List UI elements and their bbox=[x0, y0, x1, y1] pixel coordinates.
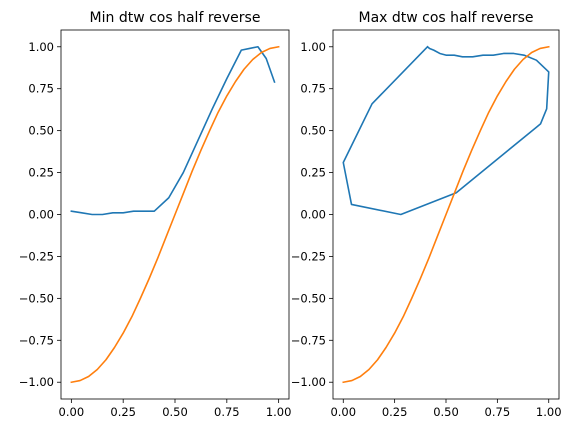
y-tick-label: 0.50 bbox=[28, 124, 54, 138]
y-tick-label: −0.50 bbox=[19, 291, 54, 305]
y-tick-label: 0.25 bbox=[28, 166, 54, 180]
y-tick-label: 0.75 bbox=[300, 82, 326, 96]
series-line-1 bbox=[70, 45, 276, 216]
x-tick-label: 1.00 bbox=[536, 405, 562, 419]
series-line-2 bbox=[342, 45, 550, 384]
y-tick-label: 1.00 bbox=[300, 40, 326, 54]
y-tick-label: 0.50 bbox=[300, 124, 326, 138]
y-tick-label: 0.00 bbox=[28, 208, 54, 222]
x-tick-label: 0.50 bbox=[433, 405, 459, 419]
x-tick-label: 0.50 bbox=[162, 405, 188, 419]
x-tick-label: 0.00 bbox=[59, 405, 85, 419]
x-tick-label: 0.75 bbox=[485, 405, 511, 419]
y-tick-label: 0.00 bbox=[300, 208, 326, 222]
y-tick-label: −0.75 bbox=[291, 333, 326, 347]
y-tick-label: −0.50 bbox=[291, 291, 326, 305]
subplot-title: Min dtw cos half reverse bbox=[90, 10, 261, 26]
y-tick-label: 0.25 bbox=[300, 166, 326, 180]
subplot-title: Max dtw cos half reverse bbox=[358, 10, 533, 26]
subplot-max-dtw: Max dtw cos half reverse 0.00 0.25 0.50 0.7… bbox=[291, 10, 562, 419]
y-tick-label: −0.75 bbox=[19, 333, 54, 347]
y-tick-label: 0.75 bbox=[28, 82, 54, 96]
plot-area: 0.00 0.25 0.50 0.75 1.00 1.00 0.75 0.50 0.25 0.00… bbox=[19, 40, 292, 419]
y-tick-label: −0.25 bbox=[291, 249, 326, 263]
plot-area: 0.00 0.25 0.50 0.75 1.00 1.00 0.75 0.50 0.25 0.00… bbox=[291, 40, 562, 419]
x-tick-label: 0.25 bbox=[110, 405, 136, 419]
series-line-2 bbox=[70, 45, 280, 384]
series-line-1 bbox=[342, 45, 550, 216]
x-tick-label: 0.25 bbox=[382, 405, 408, 419]
axes-frame bbox=[60, 29, 290, 400]
x-tick-label: 1.00 bbox=[266, 405, 292, 419]
x-tick-label: 0.75 bbox=[214, 405, 240, 419]
axes-frame bbox=[332, 29, 560, 400]
y-tick-label: −0.25 bbox=[19, 249, 54, 263]
subplot-min-dtw: Min dtw cos half reverse 0.00 0.25 0.50 0.7… bbox=[19, 10, 292, 419]
x-tick-label: 0.00 bbox=[330, 405, 356, 419]
y-tick-label: −1.00 bbox=[291, 375, 326, 389]
y-tick-label: −1.00 bbox=[19, 375, 54, 389]
y-tick-label: 1.00 bbox=[28, 40, 54, 54]
